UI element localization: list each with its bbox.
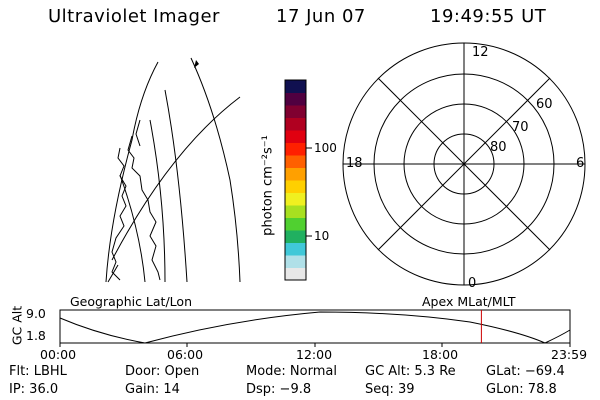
orbit-xtick-1200: 12:00	[296, 347, 333, 362]
geo-grid	[105, 57, 241, 283]
status-seq: Seq: 39	[365, 382, 415, 397]
coastline-trace	[111, 119, 161, 281]
colorbar-frame	[284, 79, 307, 281]
mlt-label-noon: 12	[472, 45, 489, 60]
status-door: Door: Open	[125, 364, 200, 379]
polar-diagonal	[377, 77, 551, 251]
polar-panel-label: Apex MLat/MLT	[422, 294, 516, 309]
orbit-plot-frame	[59, 309, 571, 344]
colorbar-tick-label-100: 100	[314, 141, 337, 155]
colorbar-cell	[285, 255, 306, 268]
orbit-xtick-1800: 18:00	[422, 347, 459, 362]
lat-label-70: 70	[512, 120, 529, 135]
colorbar-cell	[285, 267, 306, 281]
status-glat: GLat: −69.4	[486, 364, 565, 379]
colorbar-cell	[285, 167, 306, 181]
status-glon: GLon: 78.8	[486, 382, 557, 397]
colorbar-cell	[285, 105, 306, 118]
status-gc-alt: GC Alt: 5.3 Re	[365, 364, 456, 379]
colorbar-cell	[285, 217, 306, 231]
colorbar-cell	[285, 92, 306, 106]
colorbar-cell	[285, 155, 306, 168]
mlt-label-dusk: 18	[346, 156, 363, 171]
colorbar-cell	[285, 192, 306, 206]
colorbar-cell	[285, 142, 306, 156]
orbit-direction-arrow	[194, 60, 199, 68]
lat-label-80: 80	[490, 140, 507, 155]
geo-panel-label: Geographic Lat/Lon	[70, 294, 192, 309]
instrument-title: Ultraviolet Imager	[48, 6, 220, 27]
mlt-label-midnight: 0	[468, 276, 477, 291]
geo-meridian-line	[119, 174, 146, 283]
geo-meridian-line	[190, 57, 241, 283]
orbit-xtick-2359: 23:59	[551, 347, 588, 362]
colorbar-cell	[285, 180, 306, 193]
orbit-xtick-0000: 00:00	[40, 347, 77, 362]
colorbar-unit-label: photon cm⁻²s⁻¹	[260, 135, 276, 236]
colorbar-body	[285, 80, 306, 281]
colorbar-tick-label-10: 10	[314, 229, 330, 243]
colorbar-cell	[285, 205, 306, 218]
geo-parallel-line	[111, 96, 241, 261]
geo-meridian-line	[149, 119, 166, 283]
colorbar-cell	[285, 80, 306, 93]
mlt-label-dawn: 6	[576, 156, 585, 171]
colorbar-cell	[285, 242, 306, 256]
polar-dial	[342, 42, 586, 286]
orbit-ytick-1-8: 1.8	[26, 328, 46, 343]
lat-label-60: 60	[536, 97, 553, 112]
status-filter: Flt: LBHL	[9, 364, 67, 379]
status-gain: Gain: 14	[125, 382, 180, 397]
colorbar-cell	[285, 117, 306, 131]
status-mode: Mode: Normal	[246, 364, 337, 379]
orbit-xtick-0600: 06:00	[167, 347, 204, 362]
colorbar-cell	[285, 230, 306, 243]
colorbar-cell	[285, 130, 306, 143]
geo-meridian-line	[164, 89, 188, 283]
date-label: 17 Jun 07	[276, 6, 366, 27]
orbit-ylabel: GC Alt	[9, 305, 25, 346]
orbit-ytick-9: 9.0	[26, 306, 46, 321]
orbit-altitude-curve	[59, 311, 571, 344]
geo-meridian-line	[105, 61, 159, 283]
status-ip: IP: 36.0	[9, 382, 59, 397]
time-label: 19:49:55 UT	[430, 6, 547, 27]
status-dsp: Dsp: −9.8	[246, 382, 312, 397]
